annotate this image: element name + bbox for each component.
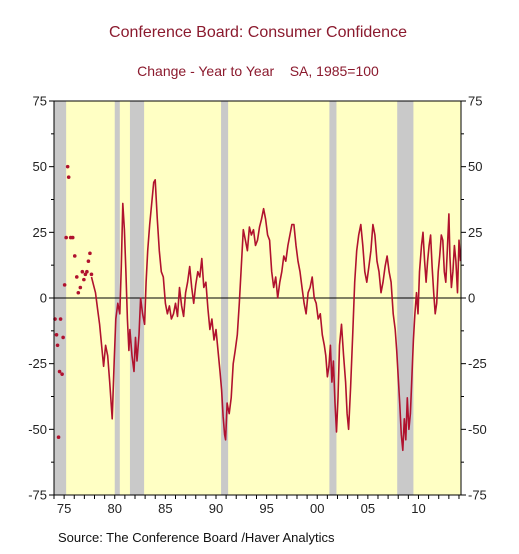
y-tick-label-left: -25 xyxy=(28,356,47,371)
y-tick-label-left: 50 xyxy=(33,159,47,174)
series-point-20 xyxy=(83,272,88,277)
x-tick-label: 05 xyxy=(361,501,375,516)
y-tick-label-left: 0 xyxy=(40,291,47,306)
y-tick-label-left: -75 xyxy=(28,488,47,503)
series-point-24 xyxy=(89,272,94,277)
x-tick-label: 90 xyxy=(209,501,223,516)
series-point-15 xyxy=(74,275,79,279)
y-tick-label-right: -50 xyxy=(468,422,487,437)
x-axis-ticks: 75 80 85 90 95 00 05 10 xyxy=(53,495,460,516)
x-tick-label: 95 xyxy=(259,501,273,516)
series-point-4 xyxy=(57,369,62,374)
series-point-22 xyxy=(86,259,91,264)
series-point-17 xyxy=(78,285,83,290)
series-point-21 xyxy=(85,269,89,274)
series-point-19 xyxy=(82,277,86,282)
y-tick-label-left: 75 xyxy=(33,94,47,109)
series-point-23 xyxy=(88,251,92,256)
series-point-11 xyxy=(66,175,71,179)
y-tick-label-left: 25 xyxy=(33,225,47,240)
series-point-16 xyxy=(76,290,81,295)
series-point-1 xyxy=(54,332,59,337)
series-point-7 xyxy=(61,335,65,340)
x-tick-label: 75 xyxy=(57,501,71,516)
series-point-9 xyxy=(64,235,68,240)
series-point-10 xyxy=(65,164,70,169)
x-tick-label: 10 xyxy=(411,501,425,516)
series-point-18 xyxy=(80,269,85,274)
chart-subtitle: Change - Year to Year SA, 1985=100 xyxy=(137,63,379,79)
series-point-13 xyxy=(70,235,75,240)
series-group xyxy=(53,164,462,452)
y-axis-ticks: 75 75 50 50 25 25 0 0 -25 -25 -50 -50 -75 -75 xyxy=(28,94,487,503)
series-point-3 xyxy=(56,435,61,440)
series-point-2 xyxy=(55,343,60,348)
y-tick-label-left: -50 xyxy=(28,422,47,437)
series-point-8 xyxy=(62,283,67,287)
series-line-0 xyxy=(90,179,462,452)
series-point-6 xyxy=(60,372,64,376)
x-tick-label: 80 xyxy=(108,501,122,516)
y-tick-label-right: 50 xyxy=(468,159,482,174)
series-point-14 xyxy=(72,254,77,258)
y-tick-label-right: -75 xyxy=(468,488,487,503)
y-tick-label-right: 25 xyxy=(468,225,482,240)
y-tick-label-right: 0 xyxy=(468,291,475,306)
source-note: Source: The Conference Board /Haver Anal… xyxy=(58,530,335,545)
y-tick-label-right: 75 xyxy=(468,94,482,109)
x-tick-label: 00 xyxy=(310,501,324,516)
series-point-5 xyxy=(58,317,63,321)
chart-title: Conference Board: Consumer Confidence xyxy=(109,24,407,41)
y-tick-label-right: -25 xyxy=(468,356,487,371)
x-tick-label: 85 xyxy=(158,501,172,516)
